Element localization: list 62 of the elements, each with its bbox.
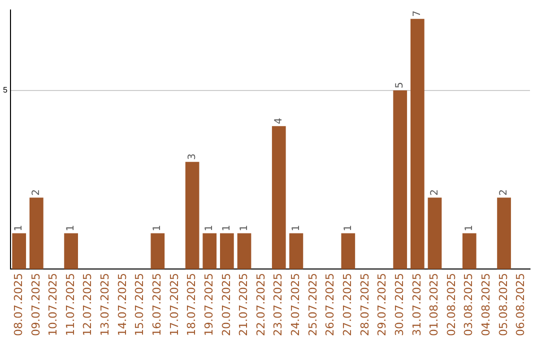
x-tick-label: 19.07.2025	[202, 273, 216, 336]
x-tick-label: 15.07.2025	[133, 273, 146, 336]
bar	[428, 198, 442, 270]
data-label: 1	[222, 224, 233, 232]
bar	[410, 18, 424, 270]
x-tick-label: 16.07.2025	[150, 273, 164, 336]
x-tick-label: 03.08.2025	[462, 273, 476, 336]
x-tick-label: 14.07.2025	[116, 273, 129, 336]
x-tick-label: 30.07.2025	[392, 273, 406, 336]
bar	[64, 233, 78, 270]
bar	[289, 233, 304, 270]
x-tick-label: 09.07.2025	[29, 273, 42, 336]
data-label: 7	[412, 10, 424, 17]
data-label: 3	[186, 153, 198, 160]
bar	[497, 198, 511, 270]
x-tick-label: 21.07.2025	[237, 273, 250, 336]
data-label: 5	[394, 82, 406, 88]
data-label: 1	[290, 224, 302, 232]
x-tick-label: 23.07.2025	[272, 273, 285, 336]
x-tick-label: 05.08.2025	[496, 273, 510, 336]
bar	[12, 233, 26, 270]
data-label: 1	[66, 224, 77, 232]
x-tick-label: 27.07.2025	[341, 273, 354, 336]
x-tick-label: 11.07.2025	[64, 273, 77, 336]
x-tick-label: 13.07.2025	[98, 273, 112, 336]
x-tick-label: 31.07.2025	[410, 273, 424, 336]
bar	[185, 162, 200, 270]
data-label: 1	[152, 224, 164, 232]
x-tick-label: 28.07.2025	[358, 273, 372, 336]
x-tick-label: 29.07.2025	[376, 273, 389, 336]
bar	[30, 198, 44, 270]
x-tick-label: 02.08.2025	[444, 273, 458, 336]
x-tick-label: 24.07.2025	[289, 273, 302, 336]
x-tick-label: 06.08.2025	[514, 273, 528, 336]
x-tick-label: 17.07.2025	[168, 273, 181, 336]
data-label: 2	[31, 189, 42, 196]
bar	[237, 233, 252, 270]
data-label: 1	[14, 224, 25, 232]
x-tick-label: 20.07.2025	[220, 273, 233, 336]
x-tick-label: 01.08.2025	[428, 273, 441, 336]
data-label: 2	[498, 189, 510, 196]
bar	[272, 126, 286, 270]
bar	[150, 233, 165, 270]
data-label: 1	[342, 224, 354, 232]
bar	[393, 90, 408, 270]
x-tick-label: 10.07.2025	[46, 273, 60, 336]
x-tick-label: 22.07.2025	[254, 273, 268, 336]
x-tick-label: 12.07.2025	[81, 273, 94, 336]
data-label: 1	[464, 224, 475, 232]
bar	[341, 233, 356, 270]
x-tick-label: 04.08.2025	[480, 273, 493, 336]
data-label: 1	[238, 224, 250, 232]
x-tick-label: 08.07.2025	[12, 273, 25, 336]
x-tick-label: 18.07.2025	[185, 273, 198, 336]
data-label: 2	[429, 189, 440, 196]
x-tick-label: 26.07.2025	[324, 273, 337, 336]
bar	[462, 233, 476, 270]
x-tick-label: 25.07.2025	[306, 273, 320, 336]
bar	[220, 233, 234, 270]
bar	[202, 233, 217, 270]
data-label: 4	[273, 118, 284, 124]
data-label: 1	[204, 224, 216, 232]
